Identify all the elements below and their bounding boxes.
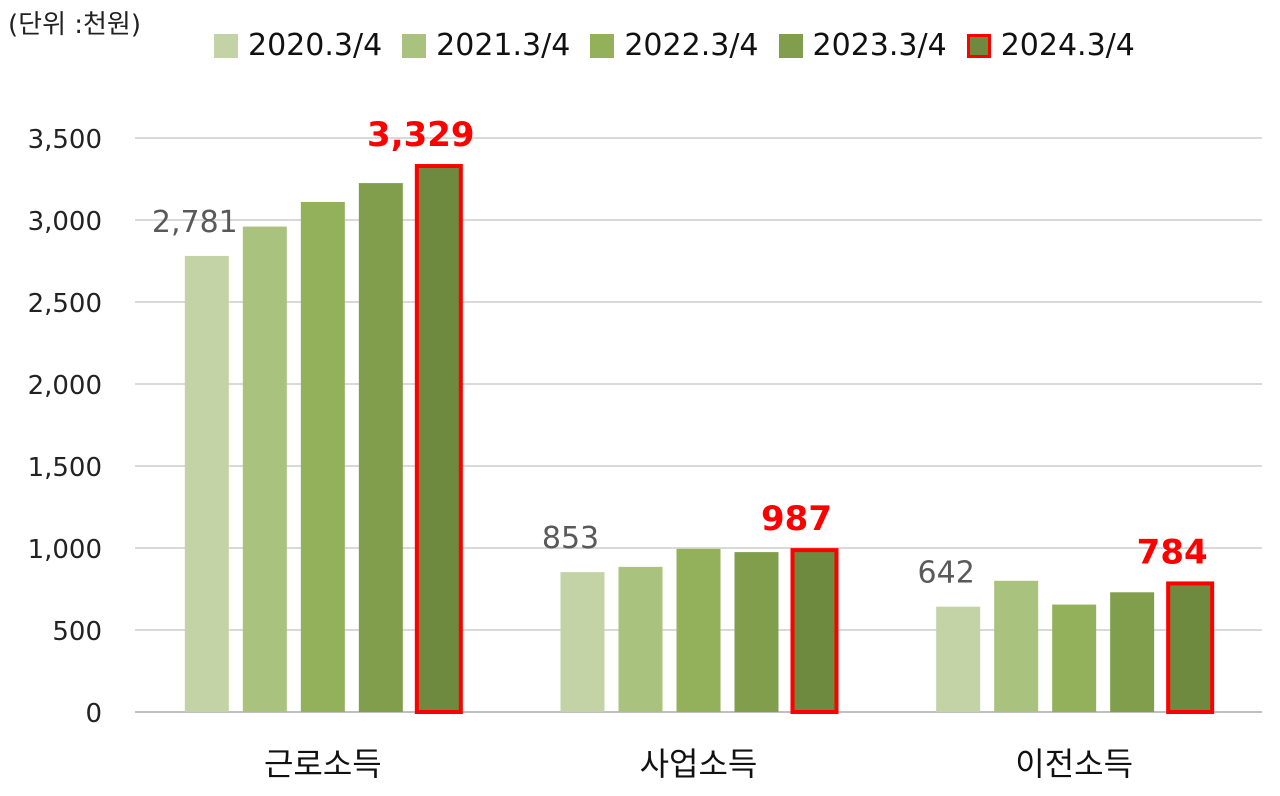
- y-tick-label: 1,000: [28, 535, 102, 565]
- legend-swatch-2024: [966, 33, 991, 58]
- y-tick-label: 1,500: [28, 453, 102, 483]
- legend-label-2024: 2024.3/4: [1000, 28, 1135, 63]
- bar: [676, 548, 721, 712]
- bar: [790, 548, 839, 715]
- bar: [1166, 581, 1215, 715]
- legend-item-2021: 2021.3/4: [402, 28, 570, 63]
- legend-label-2021: 2021.3/4: [436, 28, 571, 63]
- legend-swatch-2020: [214, 33, 238, 58]
- x-category-label: 사업소득: [640, 745, 758, 783]
- data-label: 3,329: [367, 115, 475, 155]
- legend: 2020.3/4 2021.3/4 2022.3/4 2023.3/4 2024…: [214, 28, 1155, 63]
- bar: [300, 201, 345, 712]
- data-label: 853: [542, 521, 599, 556]
- y-tick-label: 2,000: [28, 371, 102, 401]
- bar: [618, 566, 663, 712]
- bar: [414, 164, 463, 714]
- y-tick-label: 3,500: [28, 125, 102, 155]
- bar: [560, 572, 605, 712]
- legend-label-2020: 2020.3/4: [248, 28, 383, 63]
- data-label: 2,781: [152, 205, 238, 240]
- bar: [1052, 604, 1097, 712]
- legend-item-2024: 2024.3/4: [966, 28, 1135, 63]
- data-label: 987: [761, 499, 832, 539]
- x-category-label: 이전소득: [1015, 745, 1133, 783]
- legend-label-2023: 2023.3/4: [812, 28, 947, 63]
- data-label: 642: [918, 556, 975, 591]
- y-tick-label: 3,000: [28, 207, 102, 237]
- legend-item-2020: 2020.3/4: [214, 28, 382, 63]
- y-tick-label: 0: [85, 699, 102, 729]
- bar: [994, 580, 1039, 712]
- data-label: 784: [1137, 532, 1208, 572]
- legend-item-2022: 2022.3/4: [590, 28, 759, 63]
- legend-swatch-2022: [590, 33, 615, 58]
- legend-label-2022: 2022.3/4: [624, 28, 759, 63]
- legend-swatch-2023: [778, 33, 803, 58]
- legend-swatch-2021: [402, 33, 427, 58]
- bar: [936, 606, 981, 712]
- x-category-label: 근로소득: [264, 745, 382, 783]
- legend-item-2023: 2023.3/4: [778, 28, 947, 63]
- bar: [358, 183, 403, 713]
- y-tick-label: 2,500: [28, 289, 102, 319]
- unit-label: (단위 :천원): [8, 10, 141, 40]
- bar: [734, 552, 779, 712]
- bar: [242, 226, 287, 712]
- bar: [184, 255, 229, 712]
- bar: [1110, 592, 1155, 712]
- y-tick-label: 500: [52, 617, 102, 647]
